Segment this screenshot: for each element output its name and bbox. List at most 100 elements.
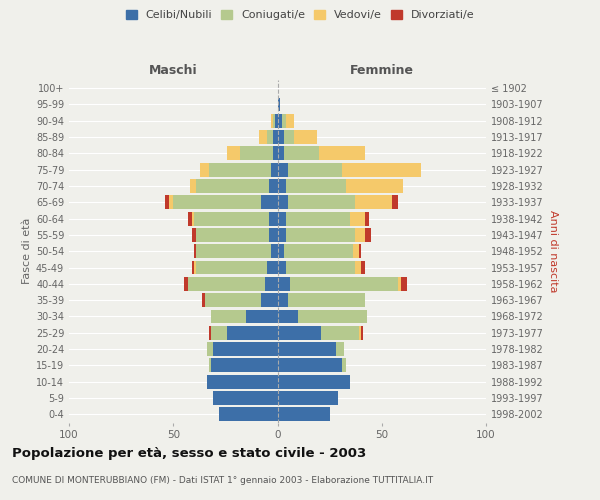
- Bar: [205, 293, 261, 307]
- Bar: [355, 228, 365, 242]
- Y-axis label: Fasce di età: Fasce di età: [22, 218, 32, 284]
- Text: Maschi: Maschi: [149, 64, 197, 76]
- Bar: [240, 146, 274, 160]
- Bar: [227, 326, 277, 340]
- Bar: [209, 358, 211, 372]
- Bar: [196, 179, 269, 193]
- Bar: [206, 342, 213, 356]
- Bar: [267, 130, 274, 144]
- Bar: [192, 228, 196, 242]
- Bar: [213, 342, 277, 356]
- Bar: [173, 196, 261, 209]
- Text: Femmine: Femmine: [350, 64, 414, 76]
- Bar: [392, 196, 398, 209]
- Bar: [277, 277, 290, 291]
- Bar: [284, 244, 353, 258]
- Bar: [209, 326, 211, 340]
- Bar: [188, 212, 192, 226]
- Bar: [286, 228, 355, 242]
- Bar: [271, 163, 277, 176]
- Bar: [346, 179, 403, 193]
- Bar: [196, 260, 267, 274]
- Bar: [184, 277, 188, 291]
- Bar: [336, 342, 344, 356]
- Bar: [211, 310, 246, 324]
- Bar: [271, 114, 274, 128]
- Bar: [277, 375, 350, 388]
- Bar: [227, 146, 240, 160]
- Bar: [196, 244, 271, 258]
- Bar: [274, 114, 275, 128]
- Bar: [277, 179, 286, 193]
- Bar: [355, 260, 361, 274]
- Bar: [284, 146, 319, 160]
- Bar: [365, 212, 369, 226]
- Bar: [213, 391, 277, 405]
- Bar: [342, 163, 421, 176]
- Bar: [361, 326, 363, 340]
- Bar: [359, 244, 361, 258]
- Bar: [277, 408, 329, 422]
- Bar: [202, 293, 205, 307]
- Bar: [284, 130, 294, 144]
- Bar: [277, 260, 286, 274]
- Bar: [321, 326, 359, 340]
- Bar: [194, 260, 196, 274]
- Bar: [211, 326, 227, 340]
- Bar: [261, 293, 277, 307]
- Bar: [288, 163, 342, 176]
- Bar: [277, 358, 342, 372]
- Bar: [261, 196, 277, 209]
- Bar: [350, 212, 365, 226]
- Bar: [188, 277, 265, 291]
- Bar: [298, 310, 367, 324]
- Bar: [200, 163, 209, 176]
- Bar: [277, 326, 321, 340]
- Bar: [277, 163, 288, 176]
- Bar: [277, 146, 284, 160]
- Bar: [194, 212, 269, 226]
- Bar: [277, 293, 288, 307]
- Bar: [274, 146, 277, 160]
- Bar: [190, 179, 196, 193]
- Bar: [206, 375, 277, 388]
- Text: Popolazione per età, sesso e stato civile - 2003: Popolazione per età, sesso e stato civil…: [12, 448, 366, 460]
- Bar: [365, 228, 371, 242]
- Bar: [277, 310, 298, 324]
- Bar: [165, 196, 169, 209]
- Bar: [269, 228, 277, 242]
- Text: COMUNE DI MONTERUBBIANO (FM) - Dati ISTAT 1° gennaio 2003 - Elaborazione TUTTITA: COMUNE DI MONTERUBBIANO (FM) - Dati ISTA…: [12, 476, 433, 485]
- Bar: [277, 98, 280, 112]
- Bar: [277, 212, 286, 226]
- Bar: [211, 358, 277, 372]
- Bar: [194, 244, 196, 258]
- Bar: [265, 277, 277, 291]
- Legend: Celibi/Nubili, Coniugati/e, Vedovi/e, Divorziati/e: Celibi/Nubili, Coniugati/e, Vedovi/e, Di…: [121, 6, 479, 25]
- Bar: [269, 212, 277, 226]
- Bar: [286, 212, 350, 226]
- Bar: [259, 130, 267, 144]
- Bar: [353, 244, 359, 258]
- Bar: [196, 228, 269, 242]
- Bar: [277, 196, 288, 209]
- Bar: [277, 244, 284, 258]
- Bar: [274, 130, 277, 144]
- Bar: [277, 130, 284, 144]
- Bar: [355, 196, 392, 209]
- Bar: [192, 212, 194, 226]
- Bar: [286, 114, 294, 128]
- Bar: [288, 196, 355, 209]
- Bar: [286, 179, 346, 193]
- Bar: [246, 310, 277, 324]
- Bar: [277, 391, 338, 405]
- Bar: [401, 277, 407, 291]
- Bar: [319, 146, 365, 160]
- Y-axis label: Anni di nascita: Anni di nascita: [548, 210, 558, 292]
- Bar: [281, 114, 286, 128]
- Bar: [267, 260, 277, 274]
- Bar: [277, 228, 286, 242]
- Bar: [286, 260, 355, 274]
- Bar: [342, 358, 346, 372]
- Bar: [288, 293, 365, 307]
- Bar: [192, 260, 194, 274]
